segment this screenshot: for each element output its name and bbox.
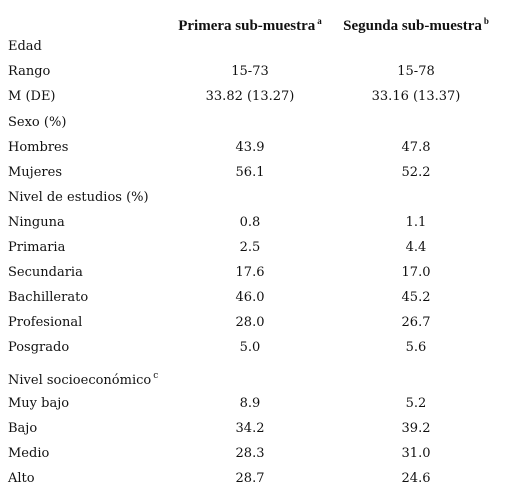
cell-value: 45.2 bbox=[401, 290, 431, 305]
row-label-text: Nivel socioeconómico bbox=[8, 373, 152, 388]
cell-value: 31.0 bbox=[401, 446, 431, 461]
row-label: Sexo (%) bbox=[8, 115, 66, 131]
row-label-text: Alto bbox=[8, 471, 35, 486]
cell-value: 26.7 bbox=[401, 315, 431, 330]
row-label: Ninguna bbox=[8, 215, 65, 231]
row-label-text: Mujeres bbox=[8, 165, 62, 180]
column-header-note: b bbox=[483, 16, 489, 26]
row-label-text: Bachillerato bbox=[8, 290, 89, 305]
cell-value: 5.6 bbox=[405, 340, 427, 355]
row-label: Edad bbox=[8, 39, 42, 55]
column-header: Segunda sub-muestra b bbox=[343, 13, 489, 34]
cell-value: 17.0 bbox=[401, 265, 431, 280]
cell-value: 17.6 bbox=[235, 265, 265, 280]
cell-value: 24.6 bbox=[401, 471, 431, 486]
row-label: M (DE) bbox=[8, 89, 56, 105]
row-label-text: Sexo (%) bbox=[8, 115, 67, 130]
row-label-text: Nivel de estudios (%) bbox=[8, 190, 149, 205]
row-label-text: Edad bbox=[8, 39, 42, 54]
cell-value: 5.2 bbox=[405, 396, 427, 411]
row-label: Alto bbox=[8, 471, 35, 487]
cell-value: 28.3 bbox=[235, 446, 265, 461]
row-label: Bachillerato bbox=[8, 290, 88, 306]
cell-value: 4.4 bbox=[405, 240, 427, 255]
row-label: Posgrado bbox=[8, 340, 69, 356]
row-label: Profesional bbox=[8, 315, 82, 331]
cell-value: 34.2 bbox=[235, 421, 265, 436]
row-label-text: Profesional bbox=[8, 315, 83, 330]
row-label: Nivel de estudios (%) bbox=[8, 190, 149, 206]
cell-value: 15-73 bbox=[231, 64, 269, 79]
row-label-text: Posgrado bbox=[8, 340, 70, 355]
row-label: Mujeres bbox=[8, 165, 62, 181]
cell-value: 43.9 bbox=[235, 140, 265, 155]
row-label: Hombres bbox=[8, 140, 68, 156]
row-label-note: c bbox=[153, 371, 159, 381]
column-header-text: Segunda sub-muestra bbox=[343, 18, 482, 34]
column-header-note: a bbox=[317, 16, 322, 26]
cell-value: 46.0 bbox=[235, 290, 265, 305]
cell-value: 8.9 bbox=[239, 396, 261, 411]
row-label-text: Medio bbox=[8, 446, 50, 461]
row-label: Muy bajo bbox=[8, 396, 69, 412]
row-label: Nivel socioeconómico c bbox=[8, 368, 158, 389]
column-header-text: Primera sub-muestra bbox=[178, 18, 316, 34]
column-header: Primera sub-muestra a bbox=[178, 13, 322, 34]
row-label-text: Primaria bbox=[8, 240, 66, 255]
cell-value: 52.2 bbox=[401, 165, 431, 180]
cell-value: 28.7 bbox=[235, 471, 265, 486]
cell-value: 2.5 bbox=[239, 240, 261, 255]
cell-value: 39.2 bbox=[401, 421, 431, 436]
row-label: Secundaria bbox=[8, 265, 83, 281]
cell-value: 56.1 bbox=[235, 165, 265, 180]
cell-value: 0.8 bbox=[239, 215, 261, 230]
row-label: Rango bbox=[8, 64, 50, 80]
row-label: Medio bbox=[8, 446, 49, 462]
row-label-text: Rango bbox=[8, 64, 51, 79]
cell-value: 33.82 (13.27) bbox=[205, 89, 295, 104]
row-label-text: Muy bajo bbox=[8, 396, 70, 411]
cell-value: 15-78 bbox=[397, 64, 435, 79]
cell-value: 33.16 (13.37) bbox=[371, 89, 461, 104]
cell-value: 5.0 bbox=[239, 340, 261, 355]
cell-value: 28.0 bbox=[235, 315, 265, 330]
cell-value: 1.1 bbox=[405, 215, 427, 230]
row-label-text: Ninguna bbox=[8, 215, 65, 230]
cell-value: 47.8 bbox=[401, 140, 431, 155]
row-label-text: Secundaria bbox=[8, 265, 83, 280]
row-label-text: M (DE) bbox=[8, 89, 56, 104]
row-label: Bajo bbox=[8, 421, 37, 437]
row-label-text: Hombres bbox=[8, 140, 69, 155]
row-label: Primaria bbox=[8, 240, 65, 256]
row-label-text: Bajo bbox=[8, 421, 38, 436]
